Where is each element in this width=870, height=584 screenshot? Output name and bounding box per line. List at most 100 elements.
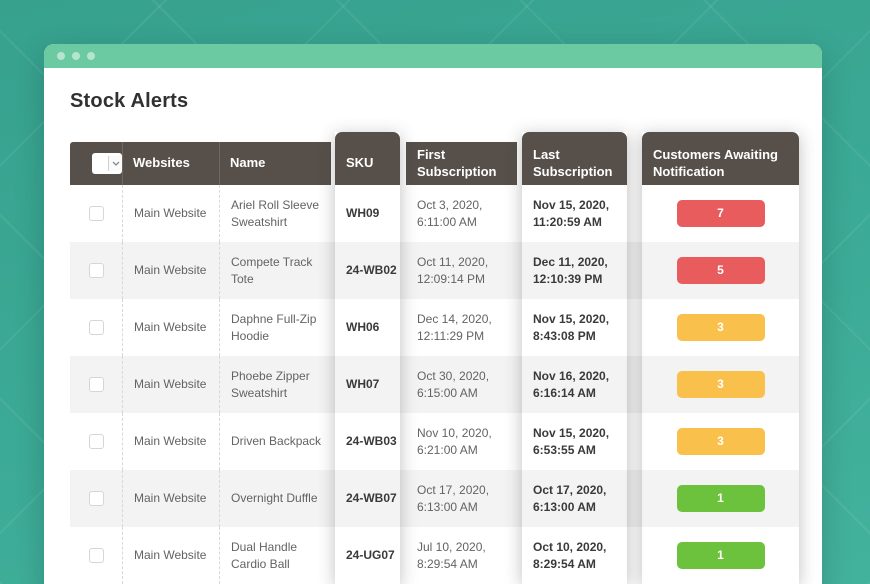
sku-cell: 24-WB03 (346, 434, 397, 449)
last-subscription-time: 8:29:54 AM (533, 556, 596, 571)
first-subscription-cell: Nov 10, 2020, 6:21:00 AM (406, 425, 517, 457)
first-subscription-date: Oct 30, 2020, (417, 369, 490, 384)
table-row[interactable]: Main Website Overnight Duffle 24-WB07 Oc… (70, 470, 799, 527)
sku-cell: 24-WB02 (346, 263, 397, 278)
first-subscription-date: Oct 3, 2020, (417, 198, 483, 213)
awaiting-count-badge: 5 (676, 257, 765, 284)
last-subscription-time: 12:10:39 PM (533, 271, 603, 286)
first-subscription-time: 12:11:29 PM (417, 328, 485, 343)
last-subscription-cell: Oct 10, 2020, 8:29:54 AM (522, 539, 627, 571)
row-select-cell (70, 206, 122, 221)
first-subscription-time: 6:11:00 AM (417, 214, 477, 229)
row-select-cell (70, 434, 122, 449)
window-control-dot[interactable] (57, 52, 65, 60)
row-checkbox[interactable] (88, 320, 104, 335)
table-body: Main Website Ariel Roll Sleeve Sweatshir… (70, 185, 799, 584)
product-name-cell: Compete Track Tote (219, 242, 331, 299)
row-select-cell (70, 263, 122, 278)
first-subscription-date: Oct 11, 2020, (417, 255, 489, 270)
sku-cell: WH07 (346, 377, 380, 392)
table-row[interactable]: Main Website Compete Track Tote 24-WB02 … (70, 242, 799, 299)
row-select-cell (70, 377, 122, 392)
first-subscription-date: Oct 17, 2020, (417, 483, 490, 498)
row-checkbox[interactable] (88, 263, 104, 278)
window-control-dot[interactable] (87, 52, 95, 60)
select-all-dropdown[interactable] (108, 156, 122, 171)
last-subscription-date: Nov 15, 2020, (533, 198, 610, 213)
table-row[interactable]: Main Website Ariel Roll Sleeve Sweatshir… (70, 185, 799, 242)
last-subscription-date: Nov 15, 2020, (533, 312, 610, 327)
product-name-cell: Overnight Duffle (219, 470, 331, 527)
awaiting-count-badge: 7 (676, 200, 765, 227)
column-gap (627, 142, 642, 185)
awaiting-count-badge: 1 (676, 542, 765, 569)
select-all-checkbox[interactable] (92, 153, 122, 174)
first-subscription-time: 8:29:54 AM (417, 556, 478, 571)
last-subscription-cell: Nov 15, 2020, 6:53:55 AM (522, 425, 627, 457)
awaiting-count-badge: 1 (676, 485, 765, 512)
last-subscription-time: 6:16:14 AM (533, 385, 596, 400)
table-row[interactable]: Main Website Phoebe Zipper Sweatshirt WH… (70, 356, 799, 413)
customers-awaiting-cell: 1 (642, 485, 799, 512)
column-header-websites[interactable]: Websites (122, 142, 219, 185)
row-checkbox[interactable] (88, 377, 104, 392)
website-cell: Main Website (122, 527, 219, 584)
last-subscription-cell: Nov 15, 2020, 8:43:08 PM (522, 311, 627, 343)
table-row[interactable]: Main Website Dual Handle Cardio Ball 24-… (70, 527, 799, 584)
first-subscription-date: Nov 10, 2020, (417, 426, 492, 441)
page-title: Stock Alerts (70, 90, 189, 112)
page-content: Stock Alerts Webs (44, 89, 822, 584)
website-cell: Main Website (122, 299, 219, 356)
first-subscription-cell: Dec 14, 2020, 12:11:29 PM (406, 311, 517, 343)
last-subscription-date: Nov 16, 2020, (533, 369, 610, 384)
customers-awaiting-cell: 3 (642, 371, 799, 398)
chevron-down-icon (112, 161, 119, 166)
column-header-sku[interactable]: SKU (335, 132, 400, 185)
table-row[interactable]: Main Website Driven Backpack 24-WB03 Nov… (70, 413, 799, 470)
column-header-select (70, 142, 122, 185)
first-subscription-time: 6:15:00 AM (417, 385, 478, 400)
awaiting-count-badge: 3 (676, 314, 765, 341)
first-subscription-cell: Oct 11, 2020, 12:09:14 PM (406, 254, 517, 286)
table-row[interactable]: Main Website Daphne Full-Zip Hoodie WH06… (70, 299, 799, 356)
customers-awaiting-cell: 1 (642, 542, 799, 569)
row-checkbox[interactable] (88, 206, 104, 221)
last-subscription-cell: Nov 16, 2020, 6:16:14 AM (522, 368, 627, 400)
column-header-last-subscription[interactable]: Last Subscription (522, 132, 627, 185)
last-subscription-date: Oct 10, 2020, (533, 540, 607, 555)
last-subscription-time: 11:20:59 AM (533, 214, 602, 229)
last-subscription-time: 8:43:08 PM (533, 328, 596, 343)
last-subscription-cell: Oct 17, 2020, 6:13:00 AM (522, 482, 627, 514)
row-select-cell (70, 320, 122, 335)
sku-cell: WH09 (346, 206, 380, 221)
column-header-name[interactable]: Name (219, 142, 331, 185)
last-subscription-date: Nov 15, 2020, (533, 426, 610, 441)
first-subscription-date: Dec 14, 2020, (417, 312, 492, 327)
website-cell: Main Website (122, 185, 219, 242)
first-subscription-time: 6:13:00 AM (417, 499, 478, 514)
last-subscription-date: Dec 11, 2020, (533, 255, 608, 270)
last-subscription-date: Oct 17, 2020, (533, 483, 607, 498)
select-all-box[interactable] (92, 153, 108, 174)
first-subscription-date: Jul 10, 2020, (417, 540, 486, 555)
table-header-row: Websites Name SKU First Subscription Las… (70, 132, 799, 185)
customers-awaiting-cell: 3 (642, 314, 799, 341)
window-titlebar (44, 44, 822, 68)
row-checkbox[interactable] (88, 548, 104, 563)
row-select-cell (70, 548, 122, 563)
sku-cell: WH06 (346, 320, 380, 335)
website-cell: Main Website (122, 470, 219, 527)
row-checkbox[interactable] (88, 491, 104, 506)
column-header-first-subscription[interactable]: First Subscription (406, 142, 517, 185)
customers-awaiting-cell: 5 (642, 257, 799, 284)
customers-awaiting-cell: 3 (642, 428, 799, 455)
last-subscription-time: 6:13:00 AM (533, 499, 596, 514)
customers-awaiting-cell: 7 (642, 200, 799, 227)
column-header-customers-awaiting[interactable]: Customers Awaiting Notification (642, 132, 799, 185)
window-control-dot[interactable] (72, 52, 80, 60)
last-subscription-cell: Dec 11, 2020, 12:10:39 PM (522, 254, 627, 286)
first-subscription-cell: Oct 30, 2020, 6:15:00 AM (406, 368, 517, 400)
product-name-cell: Ariel Roll Sleeve Sweatshirt (219, 185, 331, 242)
row-checkbox[interactable] (88, 434, 104, 449)
